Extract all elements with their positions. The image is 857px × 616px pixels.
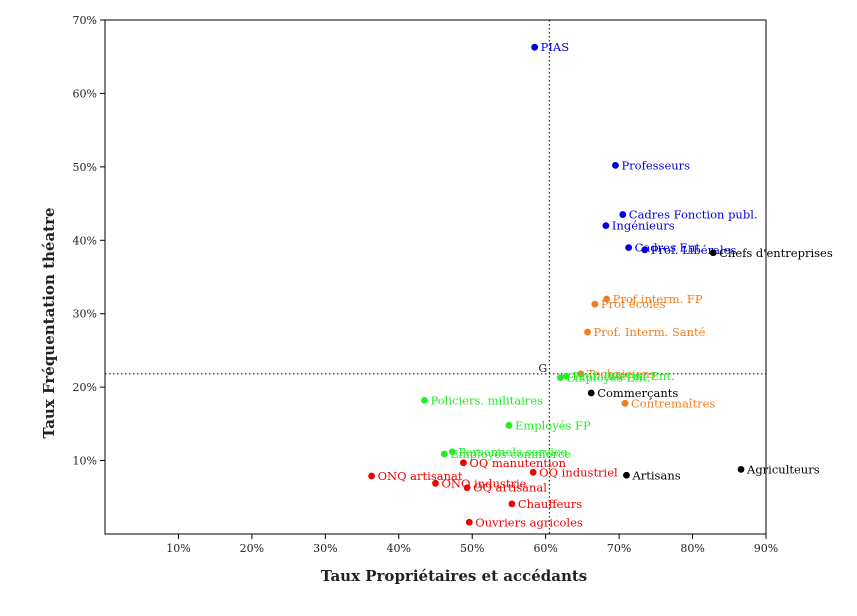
data-point [591,300,599,308]
data-point [737,465,745,473]
data-point-label: Professeurs [621,158,690,172]
data-point-label: Cadres Ent. [635,241,704,255]
data-point [625,244,633,252]
data-point [421,396,428,404]
data-point [463,484,471,492]
data-point [529,468,537,476]
data-point-label: Prof interm. FP [613,292,703,306]
data-point-label: OQ industriel [539,465,618,479]
data-point-label: OQ manutention [469,456,566,470]
data-point [368,472,376,480]
data-point-label: Cadres Fonction publ. [629,208,758,222]
data-point [603,295,611,303]
data-point-label: Techniciens [587,367,656,381]
data-point-label: Employés commerce [450,447,571,461]
data-point [460,459,467,467]
x-tick-label: 40% [387,542,411,555]
data-point-label: ONQ artisanat [378,469,463,483]
x-tick-label: 30% [313,542,337,555]
data-point-label: Prof. Interm. Santé [594,325,706,339]
data-point-label: Artisans [631,468,680,482]
data-point-label: Ouvriers agricoles [475,515,583,529]
x-tick-label: 80% [680,542,704,555]
data-point [584,328,591,336]
x-tick-label: 90% [754,542,778,555]
data-point-label: Employés FP [515,418,591,432]
data-point [621,399,629,407]
data-point [619,211,627,218]
y-tick-label: 40% [73,234,97,247]
x-tick-label: 20% [240,542,264,555]
y-tick-label: 70% [73,14,97,27]
data-point [432,479,439,487]
data-point [562,372,570,380]
data-point [709,249,717,257]
data-point [508,500,516,508]
x-axis: 10% 20% 30% 40% 50% 60% 70% 80% 90% [166,534,778,555]
x-tick-label: 10% [166,542,190,555]
data-point [612,161,619,169]
data-point [505,421,513,429]
data-point-label: Personnels service [458,445,567,459]
y-tick-label: 60% [73,87,97,100]
y-tick-label: 20% [73,381,97,394]
data-point [577,370,585,378]
data-points: PIAS Professeurs Cadres Fonction publ.Ingé… [368,40,833,529]
data-point-label: Commerçants [597,386,678,400]
data-point-label: Prof écoles [601,297,666,311]
data-point-label: Prof. Interm. Ent. [572,369,674,383]
data-point [641,246,649,254]
data-point [602,222,610,230]
data-point [556,374,564,381]
data-point-label: Employés Ent. [566,371,650,385]
plot-area [104,19,767,535]
data-point [587,389,595,397]
data-point [448,448,456,456]
data-point-label: ONQ industrie [442,476,527,490]
y-tick-label: 10% [73,455,97,468]
data-point-label: Ingénieurs [612,219,675,233]
x-tick-label: 60% [533,542,557,555]
y-tick-label: 50% [73,161,97,174]
data-point-label: PIAS [541,40,570,54]
x-axis-title: Taux Propriétaires et accédants [321,567,588,585]
reference-lines: G [105,20,766,534]
data-point [440,450,448,458]
data-point-label: Agriculteurs [746,462,820,476]
data-point-label: OQ artisanal [473,481,547,495]
y-axis-title: Taux Fréquentation théatre [40,207,58,438]
x-tick-label: 70% [607,542,631,555]
data-point-label: Chefs d'entreprises [719,246,833,260]
y-tick-label: 30% [73,308,97,321]
data-point-label: Contremaîtres [631,396,715,410]
data-point [623,471,630,479]
data-point [531,43,539,51]
data-point-label: Chauffeurs [518,497,582,511]
y-axis: 10% 20% 30% 40% 50% 60% 70% [73,14,105,468]
data-point [465,518,473,526]
x-tick-label: 50% [460,542,484,555]
center-label: G [538,362,547,375]
data-point-label: Policiers. militaires [430,393,543,407]
